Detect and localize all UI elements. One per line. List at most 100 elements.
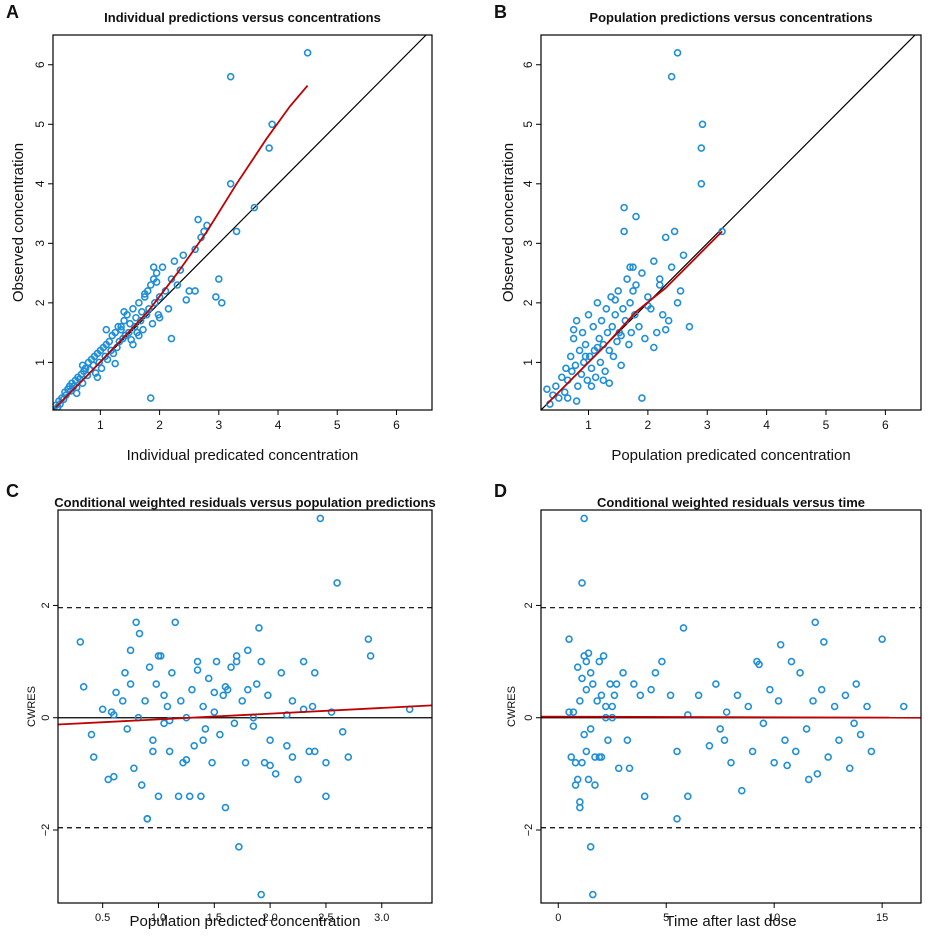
points-b xyxy=(543,49,726,408)
data-point xyxy=(673,299,682,307)
data-point xyxy=(199,702,207,711)
panel-b: B Population predictions versus concentra… xyxy=(494,2,922,464)
data-point xyxy=(76,638,85,646)
data-point xyxy=(250,203,259,212)
data-point xyxy=(569,334,578,343)
data-point xyxy=(155,293,164,301)
x-tick-label: 6 xyxy=(882,418,889,432)
data-point xyxy=(576,697,584,705)
data-point xyxy=(596,358,605,367)
data-point xyxy=(219,691,228,700)
y-tick-label: 4 xyxy=(521,180,535,187)
data-point xyxy=(140,293,149,301)
data-point xyxy=(608,322,617,331)
data-point xyxy=(667,72,676,81)
data-point xyxy=(188,685,196,694)
data-point xyxy=(170,257,179,265)
x-tick-label: 0 xyxy=(555,912,561,924)
y-tick-label: 0 xyxy=(40,715,52,721)
data-point xyxy=(787,657,796,666)
data-point xyxy=(221,683,230,691)
data-point xyxy=(605,379,614,388)
data-point xyxy=(809,697,817,705)
x-tick-label: 2 xyxy=(156,418,163,432)
data-point xyxy=(584,649,593,657)
data-point xyxy=(145,305,153,313)
data-point xyxy=(601,367,609,376)
data-point xyxy=(610,691,619,700)
data-point xyxy=(766,685,774,694)
data-point xyxy=(748,747,757,756)
data-point xyxy=(611,296,620,304)
data-point xyxy=(565,708,573,716)
data-point xyxy=(676,287,685,295)
data-point xyxy=(182,296,191,304)
data-point xyxy=(595,753,604,761)
data-point xyxy=(716,725,725,733)
data-point xyxy=(310,669,319,677)
data-point xyxy=(774,697,783,705)
data-point xyxy=(574,382,582,390)
data-point xyxy=(641,334,649,343)
data-point xyxy=(578,758,586,767)
data-point xyxy=(193,666,202,674)
data-point xyxy=(568,367,576,376)
data-point xyxy=(727,758,735,767)
data-point xyxy=(118,697,127,705)
data-point xyxy=(593,299,602,307)
data-point xyxy=(260,758,269,767)
data-point xyxy=(591,753,599,761)
data-point xyxy=(193,657,202,666)
data-point xyxy=(804,775,813,784)
data-point xyxy=(182,756,191,764)
data-point xyxy=(623,736,632,744)
data-point xyxy=(151,299,159,307)
data-point xyxy=(120,307,128,316)
x-tick-label: 1 xyxy=(585,418,592,432)
data-point xyxy=(650,257,658,265)
data-point xyxy=(863,702,871,711)
data-point xyxy=(230,719,239,728)
data-point xyxy=(129,305,137,313)
data-point xyxy=(582,685,591,694)
data-point xyxy=(89,753,98,761)
data-point xyxy=(257,890,265,899)
plot-frame-b xyxy=(540,34,922,411)
data-point xyxy=(582,657,591,666)
x-tick-label: 1 xyxy=(97,418,104,432)
data-point xyxy=(638,269,646,277)
data-point xyxy=(685,322,694,331)
y-axis-label-a: Observed concentration xyxy=(10,143,27,302)
data-point xyxy=(130,764,138,773)
data-point xyxy=(135,299,143,307)
data-point xyxy=(117,322,125,331)
data-point xyxy=(168,669,176,677)
data-point xyxy=(619,669,627,677)
reference-lines-c xyxy=(58,607,432,829)
data-point xyxy=(322,758,330,767)
data-point xyxy=(135,629,144,638)
data-point xyxy=(569,325,578,334)
data-point xyxy=(562,364,570,373)
data-point xyxy=(563,394,572,402)
data-point xyxy=(602,305,611,313)
data-point xyxy=(146,394,155,402)
data-point xyxy=(567,753,576,761)
data-point xyxy=(97,364,106,373)
data-point xyxy=(605,346,614,355)
data-point xyxy=(580,514,588,523)
data-point xyxy=(666,691,675,700)
data-point xyxy=(185,792,194,801)
data-point xyxy=(591,781,599,789)
data-point xyxy=(647,685,655,694)
data-point xyxy=(650,343,658,352)
y-tick-label: 1 xyxy=(521,359,535,366)
data-point xyxy=(629,287,637,295)
data-point xyxy=(78,361,87,370)
data-point xyxy=(770,758,778,767)
x-tick-label: 2.5 xyxy=(318,912,333,924)
data-point xyxy=(573,663,582,672)
data-point xyxy=(266,761,274,770)
data-point xyxy=(733,691,742,700)
